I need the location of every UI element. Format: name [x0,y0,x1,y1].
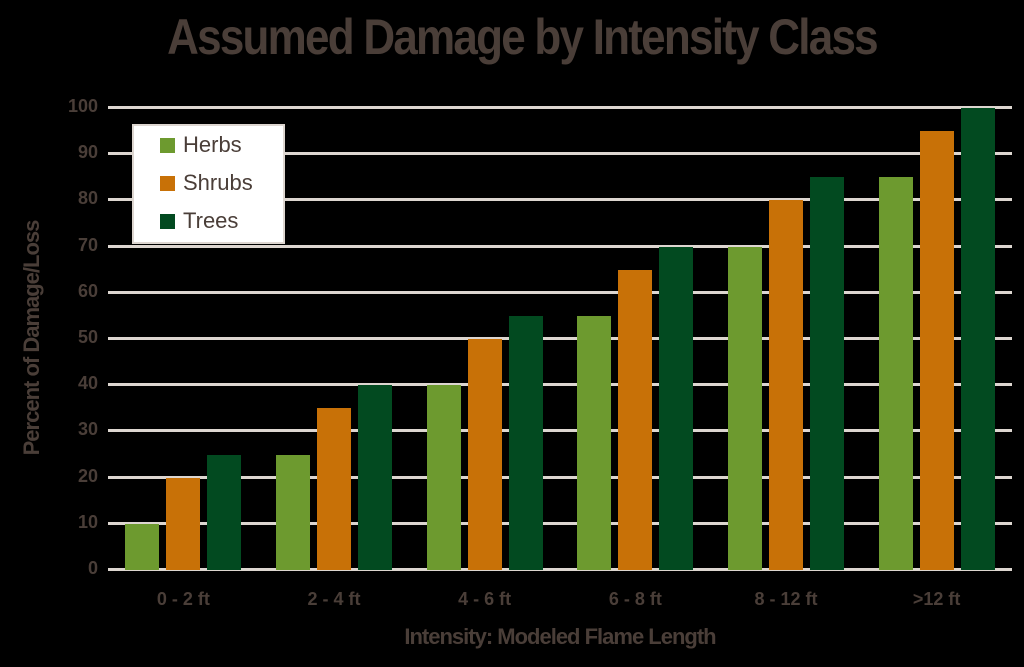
chart-title: Assumed Damage by Intensity Class [167,9,879,65]
legend-item-herbs: Herbs [160,130,242,160]
gridline [108,290,1012,294]
legend: Herbs Shrubs Trees [132,124,285,244]
bar-shrubs [919,131,954,570]
gridline [108,337,1012,340]
bar-trees [508,315,543,570]
x-tick-label: >12 ft [912,589,961,609]
y-tick-label: 100 [67,96,98,116]
y-tick-label: 90 [77,142,98,163]
y-tick-label: 50 [77,327,98,347]
bar-shrubs [467,339,502,570]
y-tick-label: 20 [77,465,98,486]
x-tick-label: 0 - 2 ft [156,589,210,609]
x-tick-label: 8 - 12 ft [754,589,818,609]
legend-label: Shrubs [183,170,253,195]
bar-herbs [426,385,461,570]
legend-swatch [160,137,175,153]
bar-shrubs [317,408,351,570]
gridline [108,475,1012,479]
y-tick-label: 40 [77,373,98,394]
gridline [108,521,1012,525]
gridline [108,106,1012,109]
y-tick-label: 70 [77,234,98,255]
y-axis-label: Percent of Damage/Loss [19,220,44,456]
bar-herbs [125,523,160,570]
gridline [108,383,1012,387]
bar-trees [358,385,392,570]
y-tick-label: 30 [77,419,98,440]
bar-herbs [878,177,913,570]
plot-area: 0 10 20 30 40 50 60 70 80 90 100 0 - 2 ft 2 - 4 ft 4 … [68,96,1012,609]
x-axis-label: Intensity: Modeled Flame Length [404,624,716,649]
legend-label: Herbs [183,132,242,157]
bar-trees [960,108,995,570]
legend-label: Trees [183,208,239,233]
legend-swatch [160,175,175,191]
bar-shrubs [166,477,201,570]
bar-trees [207,454,242,570]
bar-shrubs [769,200,803,570]
bar-trees [810,177,844,570]
gridline [108,198,1012,202]
gridline [108,568,1012,571]
x-tick-label: 6 - 8 ft [608,589,662,609]
bar-trees [659,246,694,570]
y-tick-label: 10 [77,511,98,532]
bar-shrubs [618,269,653,570]
legend-item-shrubs: Shrubs [160,168,253,198]
bar-herbs [276,454,310,570]
y-tick-label: 60 [77,280,98,301]
legend-item-trees: Trees [160,206,238,236]
gridline [108,152,1012,156]
bar-herbs [728,246,762,570]
legend-swatch [160,213,175,229]
x-tick-label: 4 - 6 ft [458,589,512,609]
y-tick-label: 80 [77,188,98,209]
gridline [108,429,1012,433]
y-tick-label: 0 [87,558,98,578]
bar-herbs [577,315,612,570]
gridline [108,244,1012,248]
x-tick-label: 2 - 4 ft [307,589,361,609]
